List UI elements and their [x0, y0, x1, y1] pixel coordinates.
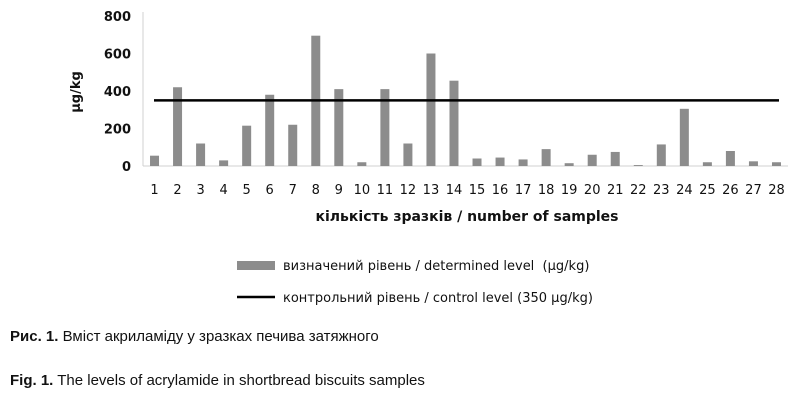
bar	[656, 144, 666, 166]
x-tick-label: 8	[312, 183, 320, 198]
x-tick-label: 4	[219, 183, 227, 198]
bar	[679, 108, 689, 166]
x-tick-label: 20	[584, 183, 601, 198]
bar	[495, 157, 505, 166]
bar	[403, 143, 413, 166]
x-tick-labels: 1 2 3 4 5 6 7 8 9 10 11 12 13 14 15 16 17 18 19 20 21 22 23 24 2…	[150, 183, 784, 198]
caption-prefix-en: Fig. 1.	[10, 372, 54, 389]
chart-legend: визначений рівень / determined level (μg…	[237, 259, 593, 306]
x-tick-label: 1	[150, 183, 158, 198]
bar	[334, 89, 344, 167]
y-tick-label: 200	[104, 123, 131, 138]
bar	[725, 151, 735, 166]
legend-label-control: контрольний рівень / control level (350 …	[283, 291, 593, 306]
bar	[771, 162, 781, 166]
caption-text-en: The levels of acrylamide in shortbread b…	[53, 372, 425, 389]
x-tick-label: 21	[607, 183, 624, 198]
bar	[702, 162, 712, 166]
x-tick-label: 9	[335, 183, 343, 198]
caption-prefix-uk: Рис. 1.	[10, 328, 59, 345]
bar	[288, 124, 298, 166]
x-tick-label: 7	[289, 183, 297, 198]
bar	[541, 149, 551, 167]
y-tick-labels: 0 200 400 600 800	[104, 10, 131, 175]
bar	[518, 159, 528, 166]
bar	[150, 155, 160, 166]
x-tick-label: 17	[515, 183, 532, 198]
bar	[610, 151, 620, 166]
caption-text-uk: Вміст акриламіду у зразках печива затяжн…	[58, 328, 379, 345]
x-axis-label: кількість зразків / number of samples	[315, 209, 618, 225]
bar	[426, 53, 436, 166]
x-tick-label: 22	[630, 183, 647, 198]
bar	[173, 87, 183, 166]
x-tick-label: 11	[377, 183, 394, 198]
legend-label-determined: визначений рівень / determined level (μg…	[283, 259, 589, 274]
bar	[472, 158, 482, 166]
x-tick-label: 24	[676, 183, 693, 198]
x-tick-label: 5	[243, 183, 251, 198]
bar	[357, 162, 367, 166]
x-tick-label: 18	[538, 183, 555, 198]
x-tick-label: 10	[354, 183, 371, 198]
x-tick-label: 13	[423, 183, 440, 198]
bar	[380, 89, 390, 167]
x-tick-label: 6	[266, 183, 274, 198]
figure-caption-english: Fig. 1. The levels of acrylamide in shor…	[10, 372, 425, 389]
bar	[748, 161, 758, 166]
x-tick-label: 28	[768, 183, 785, 198]
bar	[564, 163, 574, 166]
y-tick-label: 800	[104, 10, 131, 25]
x-tick-label: 16	[492, 183, 509, 198]
x-tick-label: 2	[173, 183, 181, 198]
x-tick-label: 14	[446, 183, 463, 198]
x-tick-label: 25	[699, 183, 716, 198]
x-tick-label: 19	[561, 183, 578, 198]
bar	[219, 160, 229, 167]
bar	[242, 125, 252, 166]
y-axis-label: μg/kg	[69, 71, 84, 113]
chart-axes	[142, 12, 788, 167]
bar	[633, 165, 643, 166]
x-tick-label: 12	[400, 183, 417, 198]
legend-swatch-determined	[237, 261, 275, 270]
y-tick-label: 0	[122, 160, 131, 175]
bar	[196, 143, 206, 166]
x-tick-label: 15	[469, 183, 486, 198]
x-tick-label: 27	[745, 183, 762, 198]
x-tick-label: 26	[722, 183, 739, 198]
bar	[265, 94, 275, 166]
x-tick-label: 23	[653, 183, 670, 198]
bar	[587, 154, 597, 166]
figure-caption-ukrainian: Рис. 1. Вміст акриламіду у зразках печив…	[10, 328, 379, 345]
bar	[449, 80, 459, 166]
y-tick-label: 600	[104, 48, 131, 63]
y-tick-label: 400	[104, 85, 131, 100]
x-tick-label: 3	[196, 183, 204, 198]
